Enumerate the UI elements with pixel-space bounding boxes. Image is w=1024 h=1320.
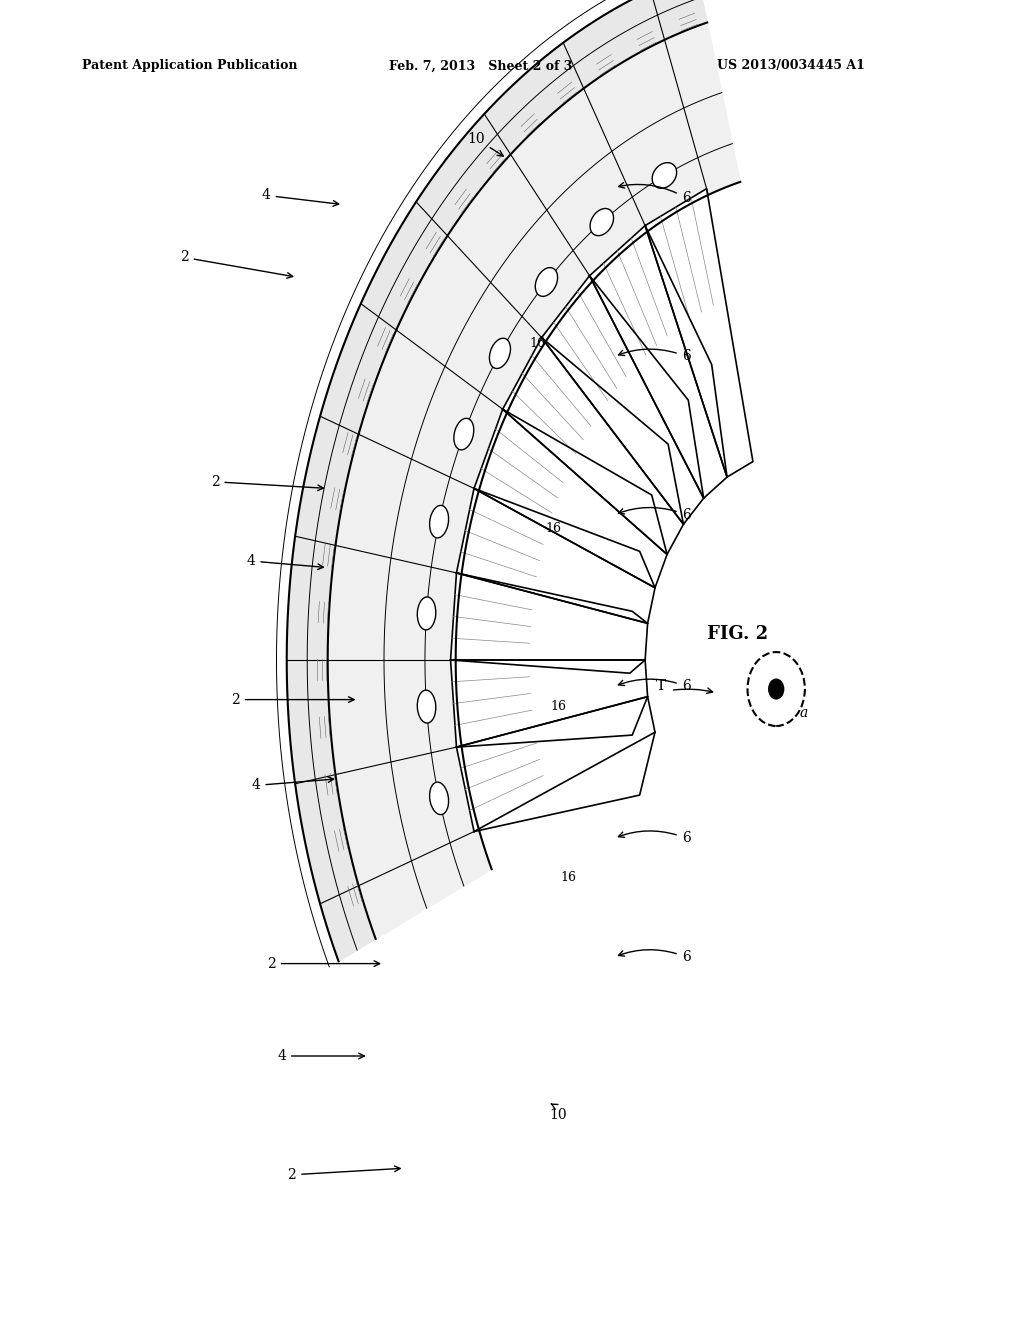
Polygon shape (474, 409, 667, 587)
Ellipse shape (536, 268, 558, 297)
Polygon shape (451, 573, 647, 660)
Text: 6: 6 (618, 507, 690, 521)
Text: 2: 2 (180, 251, 293, 279)
Polygon shape (451, 660, 647, 747)
Ellipse shape (454, 418, 474, 450)
Ellipse shape (489, 338, 511, 368)
Text: US 2013/0034445 A1: US 2013/0034445 A1 (717, 59, 864, 73)
Text: 16: 16 (560, 871, 577, 884)
Polygon shape (503, 338, 683, 554)
Text: 16: 16 (550, 700, 566, 713)
Text: Patent Application Publication: Patent Application Publication (82, 59, 297, 73)
Text: Feb. 7, 2013   Sheet 2 of 3: Feb. 7, 2013 Sheet 2 of 3 (389, 59, 572, 73)
Polygon shape (590, 226, 727, 498)
Text: a: a (800, 706, 808, 719)
Polygon shape (287, 0, 708, 961)
Ellipse shape (418, 690, 436, 723)
Text: 6: 6 (618, 678, 690, 693)
Ellipse shape (430, 506, 449, 537)
Text: 4: 4 (247, 554, 324, 569)
Polygon shape (328, 22, 740, 939)
Text: 2: 2 (267, 957, 380, 970)
Ellipse shape (652, 162, 677, 189)
Text: 2: 2 (211, 475, 324, 491)
Polygon shape (457, 697, 655, 832)
Circle shape (768, 678, 784, 700)
Text: T: T (655, 680, 666, 693)
Text: 2: 2 (288, 1166, 400, 1181)
Polygon shape (457, 488, 655, 623)
Text: 16: 16 (529, 337, 546, 350)
Text: 10: 10 (467, 132, 503, 156)
Text: 6: 6 (618, 830, 690, 845)
Ellipse shape (590, 209, 613, 236)
Text: 4: 4 (278, 1049, 365, 1063)
Text: 4: 4 (252, 777, 334, 792)
Text: FIG. 2: FIG. 2 (707, 624, 768, 643)
Ellipse shape (430, 783, 449, 814)
Text: 10: 10 (549, 1104, 567, 1122)
Text: 16: 16 (545, 521, 561, 535)
Text: 6: 6 (618, 182, 690, 205)
Polygon shape (645, 189, 753, 477)
Text: 2: 2 (231, 693, 354, 706)
Text: 4: 4 (262, 189, 339, 206)
Ellipse shape (418, 597, 436, 630)
Polygon shape (542, 276, 703, 524)
Text: 6: 6 (618, 949, 690, 964)
Text: 6: 6 (618, 348, 690, 363)
